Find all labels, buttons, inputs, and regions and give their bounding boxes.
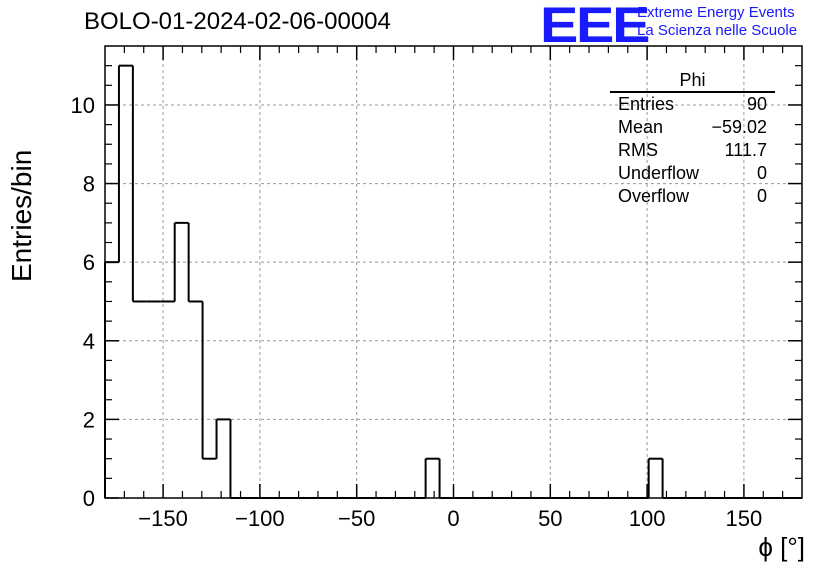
x-axis-label: ϕ [°] <box>758 532 805 562</box>
stats-value: 111.7 <box>724 140 767 160</box>
logo-line-1: Extreme Energy Events <box>637 4 795 21</box>
x-tick-label: −100 <box>235 506 285 531</box>
stats-value: 90 <box>746 94 767 114</box>
stats-value: 0 <box>756 186 767 206</box>
stats-row-underflow: Underflow 0 <box>610 162 775 185</box>
stats-row-overflow: Overflow 0 <box>610 185 775 208</box>
chart-title: BOLO-01-2024-02-06-00004 <box>84 8 391 35</box>
x-tick-label: 0 <box>447 506 459 531</box>
y-tick-label: 6 <box>83 250 95 275</box>
logo-caption: Extreme Energy Events La Scienza nelle S… <box>637 4 797 40</box>
stats-box: Phi Entries 90 Mean −59.02 RMS 111.7 Und… <box>610 70 775 208</box>
x-tick-label: 50 <box>538 506 562 531</box>
y-tick-label: 8 <box>83 172 95 197</box>
stats-value: 0 <box>756 163 767 183</box>
y-tick-label: 4 <box>83 329 95 354</box>
stats-label: Entries <box>618 94 675 114</box>
y-tick-label: 2 <box>83 407 95 432</box>
stats-row-entries: Entries 90 <box>610 93 775 116</box>
eee-logo: EEE <box>540 0 650 53</box>
stats-value: −59.02 <box>711 117 767 137</box>
x-tick-label: 100 <box>629 506 666 531</box>
y-tick-label: 10 <box>71 93 95 118</box>
logo-line-2: La Scienza nelle Scuole <box>637 22 798 39</box>
stats-title: Phi <box>610 70 775 93</box>
tick-labels: −150 −100 −50 0 50 100 150 0 2 4 6 8 10 <box>71 93 763 531</box>
x-tick-label: −50 <box>338 506 375 531</box>
axis-ticks <box>105 46 802 499</box>
y-tick-label: 0 <box>83 486 95 511</box>
stats-label: Overflow <box>618 186 690 206</box>
stats-row-mean: Mean −59.02 <box>610 116 775 139</box>
stats-row-rms: RMS 111.7 <box>610 139 775 162</box>
stats-label: Mean <box>618 117 664 137</box>
y-axis-label: Entries/bin <box>6 149 37 282</box>
stats-label: Underflow <box>618 163 700 183</box>
x-tick-label: 150 <box>726 506 763 531</box>
x-tick-label: −150 <box>138 506 188 531</box>
stats-label: RMS <box>618 140 658 160</box>
